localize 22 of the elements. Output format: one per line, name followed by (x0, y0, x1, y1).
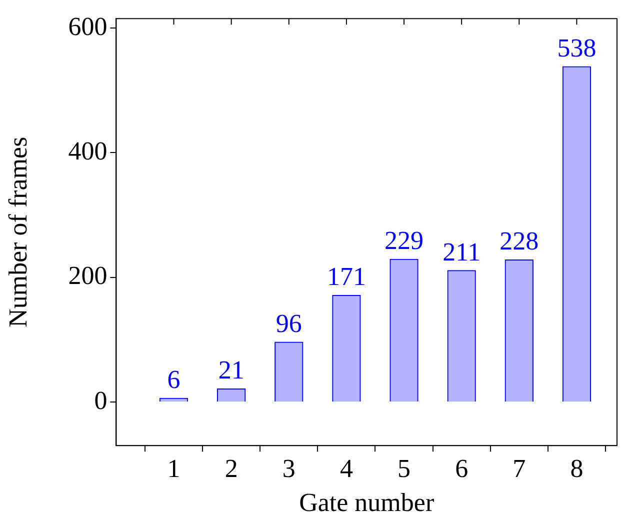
x-axis-title: Gate number (299, 488, 434, 518)
x-tick-label: 6 (455, 454, 468, 484)
x-tick-label: 1 (167, 454, 180, 484)
x-tick-label: 3 (282, 454, 296, 484)
data-label: 21 (218, 356, 244, 385)
data-label: 6 (167, 365, 180, 394)
data-label: 96 (276, 308, 302, 338)
data-label: 229 (384, 226, 424, 256)
y-tick-label: 0 (94, 386, 108, 415)
data-label: 171 (326, 262, 366, 292)
data-label: 538 (557, 33, 596, 62)
y-tick-label: 600 (68, 12, 108, 41)
data-label: 228 (500, 226, 539, 256)
y-tick-label: 200 (68, 261, 108, 290)
x-tick-label: 7 (512, 454, 526, 484)
y-axis-title: Number of frames (3, 136, 32, 328)
data-label: 211 (442, 237, 481, 266)
x-tick-label: 4 (340, 454, 353, 484)
y-tick-label: 400 (68, 136, 108, 166)
x-tick-label: 2 (224, 454, 238, 484)
x-tick-label: 5 (398, 454, 411, 484)
x-tick-label: 8 (570, 454, 584, 484)
